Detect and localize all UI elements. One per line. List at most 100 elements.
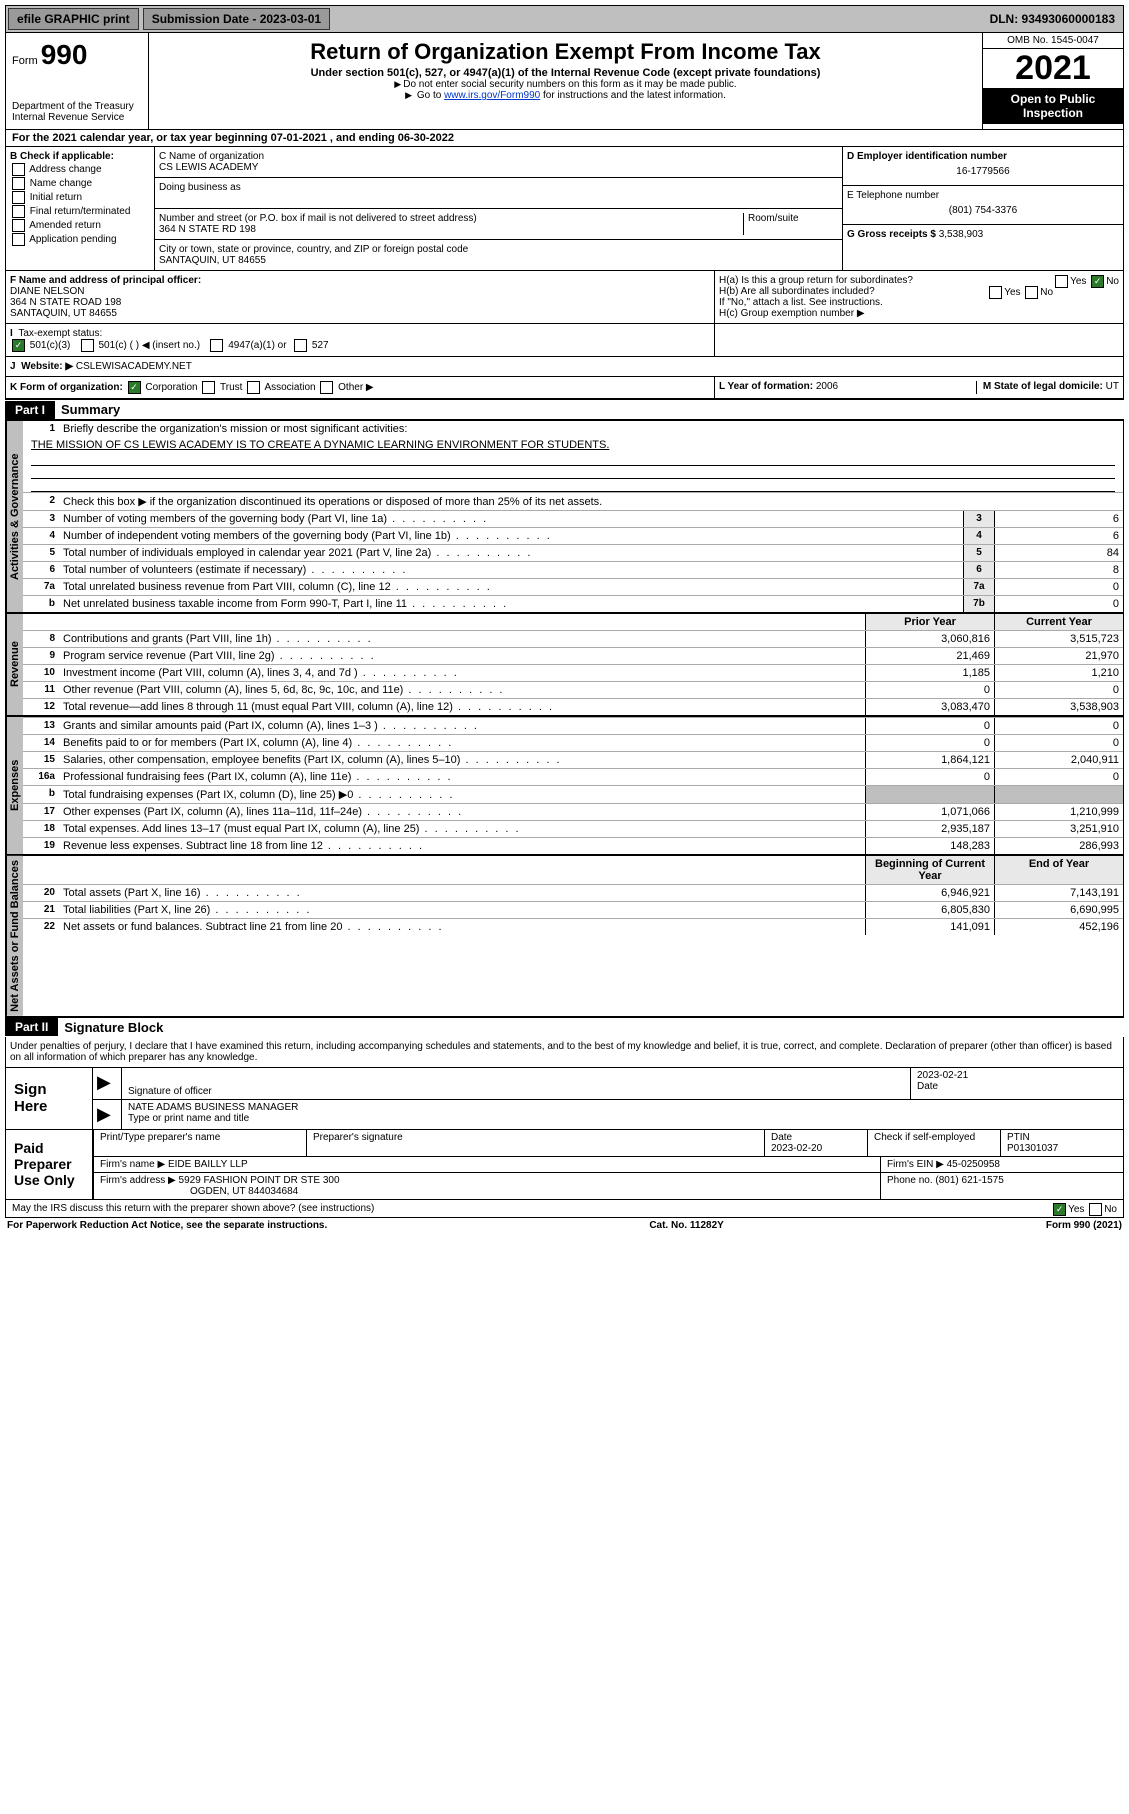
- signature-block: Under penalties of perjury, I declare th…: [5, 1037, 1124, 1218]
- year-formation-value: 2006: [816, 381, 838, 392]
- row-i: I Tax-exempt status: 501(c)(3) 501(c) ( …: [5, 324, 1124, 357]
- line-16a: 16a Professional fundraising fees (Part …: [23, 768, 1123, 785]
- trust-checkbox[interactable]: [202, 381, 215, 394]
- assoc-checkbox[interactable]: [247, 381, 260, 394]
- discuss-no-checkbox[interactable]: [1089, 1203, 1102, 1216]
- application-pending-checkbox[interactable]: [12, 233, 25, 246]
- officer-addr1: 364 N STATE ROAD 198: [10, 297, 121, 308]
- line-8: 8 Contributions and grants (Part VIII, l…: [23, 630, 1123, 647]
- website-value: CSLEWISACADEMY.NET: [76, 361, 192, 372]
- line-9: 9 Program service revenue (Part VIII, li…: [23, 647, 1123, 664]
- 501c3-checkbox[interactable]: [12, 339, 25, 352]
- side-netassets: Net Assets or Fund Balances: [6, 856, 23, 1016]
- tax-year-line: For the 2021 calendar year, or tax year …: [5, 130, 1124, 147]
- hb-note: If "No," attach a list. See instructions…: [719, 297, 1119, 308]
- line-6: 6 Total number of volunteers (estimate i…: [23, 561, 1123, 578]
- ein-label: D Employer identification number: [847, 151, 1007, 162]
- section-revenue: Revenue Prior Year Current Year 8 Contri…: [6, 612, 1123, 715]
- part2-header: Part II Signature Block: [5, 1017, 1124, 1037]
- line-12: 12 Total revenue—add lines 8 through 11 …: [23, 698, 1123, 715]
- line-b: b Net unrelated business taxable income …: [23, 595, 1123, 612]
- final-return-checkbox[interactable]: [12, 205, 25, 218]
- form-number: 990: [41, 39, 88, 70]
- irs-label: Internal Revenue Service: [12, 112, 142, 123]
- submission-date-button[interactable]: Submission Date - 2023-03-01: [143, 8, 330, 30]
- line-19: 19 Revenue less expenses. Subtract line …: [23, 837, 1123, 854]
- sign-here-label: Sign Here: [6, 1068, 93, 1129]
- domicile-label: M State of legal domicile:: [983, 381, 1103, 392]
- line-13: 13 Grants and similar amounts paid (Part…: [23, 717, 1123, 734]
- firm-name: EIDE BAILLY LLP: [168, 1159, 248, 1170]
- self-employed-check: Check if self-employed: [867, 1130, 1000, 1156]
- discuss-yes-checkbox[interactable]: [1053, 1203, 1066, 1216]
- hb-yes-checkbox[interactable]: [989, 286, 1002, 299]
- line-20: 20 Total assets (Part X, line 16) 6,946,…: [23, 884, 1123, 901]
- line-3: 3 Number of voting members of the govern…: [23, 510, 1123, 527]
- page-footer: For Paperwork Reduction Act Notice, see …: [5, 1218, 1124, 1233]
- tax-exempt-label: Tax-exempt status:: [18, 328, 102, 339]
- form-revision: Form 990 (2021): [1046, 1220, 1122, 1231]
- officer-label: F Name and address of principal officer:: [10, 275, 201, 286]
- street-address: 364 N STATE RD 198: [159, 224, 743, 235]
- line-14: 14 Benefits paid to or for members (Part…: [23, 734, 1123, 751]
- mission-prompt: Briefly describe the organization's miss…: [59, 421, 1123, 437]
- prep-date: 2023-02-20: [771, 1143, 822, 1154]
- end-year-header: End of Year: [994, 856, 1123, 884]
- goto-note: Go to www.irs.gov/Form990 for instructio…: [153, 90, 978, 101]
- efile-print-button[interactable]: efile GRAPHIC print: [8, 8, 139, 30]
- perjury-declaration: Under penalties of perjury, I declare th…: [6, 1037, 1123, 1068]
- initial-return-checkbox[interactable]: [12, 191, 25, 204]
- room-suite-label: Room/suite: [743, 213, 838, 235]
- amended-return-checkbox[interactable]: [12, 219, 25, 232]
- city-label: City or town, state or province, country…: [159, 244, 838, 255]
- section-expenses: Expenses 13 Grants and similar amounts p…: [6, 715, 1123, 854]
- sig-date1: 2023-02-21: [917, 1070, 1117, 1081]
- 501c-checkbox[interactable]: [81, 339, 94, 352]
- name-change-checkbox[interactable]: [12, 177, 25, 190]
- sig-officer-label: Signature of officer: [128, 1086, 904, 1097]
- ha-yes-checkbox[interactable]: [1055, 275, 1068, 288]
- type-print-label: Type or print name and title: [128, 1113, 1117, 1124]
- phone-label: E Telephone number: [847, 190, 1119, 201]
- form-subtitle: Under section 501(c), 527, or 4947(a)(1)…: [153, 67, 978, 79]
- line-17: 17 Other expenses (Part IX, column (A), …: [23, 803, 1123, 820]
- phone-value: (801) 754-3376: [847, 201, 1119, 220]
- hc-label: H(c) Group exemption number ▶: [719, 308, 1119, 319]
- line-b: b Total fundraising expenses (Part IX, c…: [23, 785, 1123, 803]
- firm-addr2: OGDEN, UT 844034684: [190, 1186, 298, 1197]
- line-15: 15 Salaries, other compensation, employe…: [23, 751, 1123, 768]
- section-netassets: Net Assets or Fund Balances Beginning of…: [6, 854, 1123, 1016]
- hb-no-checkbox[interactable]: [1025, 286, 1038, 299]
- year-formation-label: L Year of formation:: [719, 381, 813, 392]
- discuss-preparer: May the IRS discuss this return with the…: [12, 1203, 374, 1214]
- line-21: 21 Total liabilities (Part X, line 26) 6…: [23, 901, 1123, 918]
- line-22: 22 Net assets or fund balances. Subtract…: [23, 918, 1123, 935]
- domicile-value: UT: [1106, 381, 1119, 392]
- open-inspection-badge: Open to Public Inspection: [983, 88, 1123, 124]
- prior-year-header: Prior Year: [865, 614, 994, 630]
- line-7a: 7a Total unrelated business revenue from…: [23, 578, 1123, 595]
- top-toolbar: efile GRAPHIC print Submission Date - 20…: [5, 5, 1124, 33]
- line-10: 10 Investment income (Part VIII, column …: [23, 664, 1123, 681]
- dln-label: DLN: 93493060000183: [982, 9, 1123, 29]
- dba-label: Doing business as: [159, 182, 838, 193]
- other-checkbox[interactable]: [320, 381, 333, 394]
- address-change-checkbox[interactable]: [12, 163, 25, 176]
- row-f-h: F Name and address of principal officer:…: [5, 271, 1124, 324]
- form990-link[interactable]: www.irs.gov/Form990: [444, 90, 540, 101]
- officer-name: DIANE NELSON: [10, 286, 84, 297]
- 527-checkbox[interactable]: [294, 339, 307, 352]
- mission-text: THE MISSION OF CS LEWIS ACADEMY IS TO CR…: [23, 437, 1123, 453]
- section-governance: Activities & Governance 1 Briefly descri…: [6, 419, 1123, 612]
- tax-year: 2021: [983, 49, 1123, 88]
- ha-no-checkbox[interactable]: [1091, 275, 1104, 288]
- paperwork-notice: For Paperwork Reduction Act Notice, see …: [7, 1220, 327, 1231]
- side-expenses: Expenses: [6, 717, 23, 854]
- boxB-title: B Check if applicable:: [10, 151, 114, 162]
- prep-sig-label: Preparer's signature: [306, 1130, 764, 1156]
- dept-treasury: Department of the Treasury: [12, 101, 142, 112]
- form-header: Form 990 Department of the Treasury Inte…: [5, 33, 1124, 130]
- corp-checkbox[interactable]: [128, 381, 141, 394]
- omb-number: OMB No. 1545-0047: [983, 33, 1123, 49]
- 4947-checkbox[interactable]: [210, 339, 223, 352]
